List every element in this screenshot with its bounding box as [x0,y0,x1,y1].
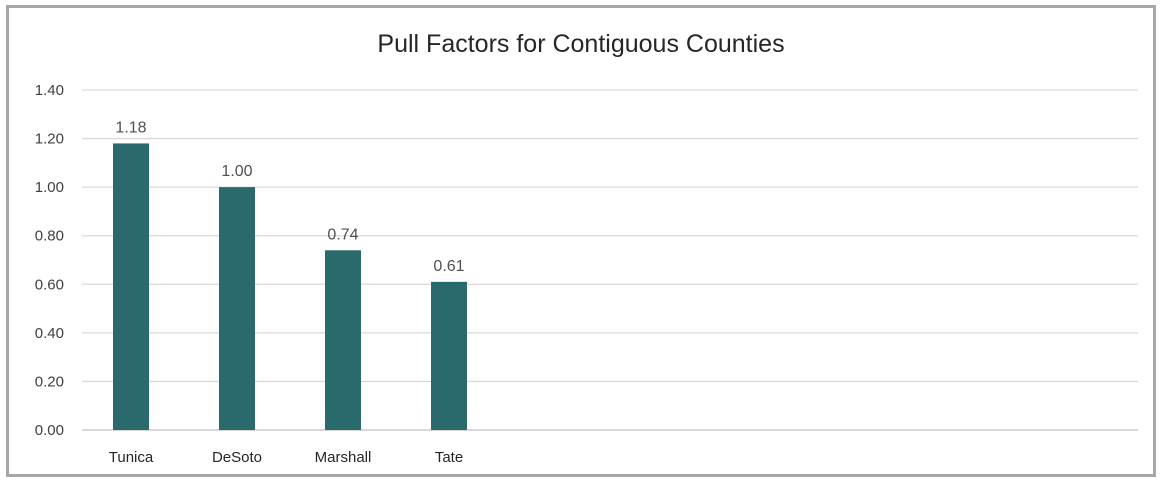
data-label: 1.00 [221,163,252,180]
data-label: 0.61 [433,258,464,275]
y-tick-label: 0.00 [35,422,64,439]
chart-frame [6,5,1156,477]
y-tick-label: 1.40 [35,82,64,99]
x-tick-label: DeSoto [212,449,262,466]
data-label: 1.18 [115,119,146,136]
y-tick-label: 0.40 [35,325,64,342]
x-tick-label: Marshall [315,449,372,466]
bar-marshall [325,250,361,430]
bar-tunica [113,143,149,430]
y-tick-label: 1.20 [35,131,64,148]
y-tick-label: 0.20 [35,373,64,390]
y-tick-label: 0.60 [35,276,64,293]
y-tick-label: 1.00 [35,179,64,196]
chart-title: Pull Factors for Contiguous Counties [377,30,785,58]
bar-tate [431,281,467,430]
y-tick-label: 0.80 [35,228,64,245]
bar-desoto [219,187,255,430]
x-tick-label: Tate [435,449,463,466]
x-tick-label: Tunica [109,449,154,466]
data-label: 0.74 [327,226,358,243]
